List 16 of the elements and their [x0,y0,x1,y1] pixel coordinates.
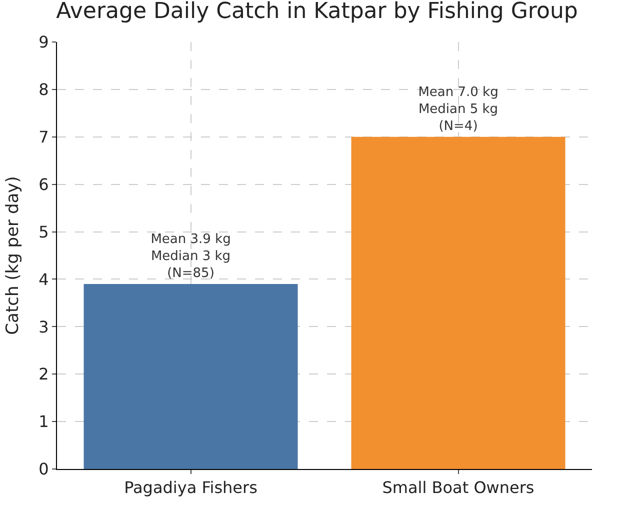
y-tick-label: 3 [38,317,49,336]
y-tick-label: 0 [38,460,49,479]
x-tick-label: Pagadiya Fishers [124,478,258,498]
y-tick-label: 6 [38,174,49,194]
y-tick-label: 5 [38,222,49,242]
data-label: Mean 3.9 kg Median 3 kg (N=85) [150,232,231,281]
y-tick-label: 2 [38,364,49,384]
y-tick-label: 9 [38,32,49,52]
y-tick-label: 7 [38,127,49,146]
y-tick-label: 1 [38,412,49,432]
y-tick-label: 4 [38,270,49,289]
x-tick-label: Small Boat Owners [382,478,534,498]
y-axis-title: Catch (kg per day) [3,176,24,335]
y-tick-label: 8 [38,80,49,100]
chart-title: Average Daily Catch in Katpar by Fishing Group [56,0,578,24]
data-label: Mean 7.0 kg Median 5 kg (N=4) [418,85,498,134]
